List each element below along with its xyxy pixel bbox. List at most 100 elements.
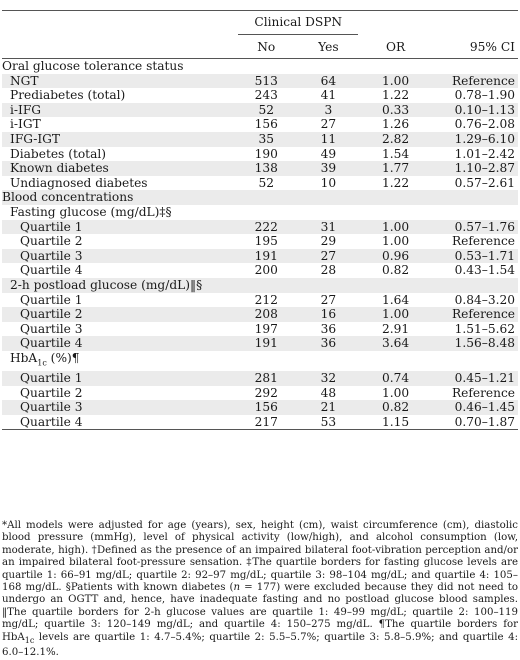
footnote-ddagger: ‡The quartile borders for fasting glucos… [2,557,518,594]
column-header-no: No [236,36,297,59]
cell-or: 1.00 [360,73,431,89]
column-header-yes: Yes [296,36,361,59]
row-label: NGT [2,73,237,89]
row-label: Blood concentrations [2,190,237,205]
cell-no: 191 [236,336,297,351]
footnote-dagger: †Defined as the presence of an impaired … [2,544,518,569]
table-row: Quartile 1 212 27 1.64 0.84–3.20 [2,293,518,308]
footnote-parallel: ‖The quartile borders for 2-h glucose va… [2,606,518,631]
row-label-suffix: (%)¶ [46,350,80,365]
row-label-text: HbA [10,350,38,365]
cell-or: 1.15 [381,414,410,429]
table-row: i-IFG 52 3 0.33 0.10–1.13 [2,102,518,118]
row-label: HbA1c (%)¶ [2,351,236,371]
cell-no: 281 [236,370,297,386]
cell-ci: 0.46–1.45 [430,400,518,415]
cell-yes [296,277,361,293]
header-row-columns: No Yes OR 95% CI [2,36,518,59]
cell-or: 1.00 [360,307,431,322]
cell-or [360,277,431,293]
table-row: Quartile 4 200 28 0.82 0.43–1.54 [2,263,518,278]
group-header: Clinical DSPN [236,14,360,36]
footnote-pilcrow-sub: 1c [24,635,35,645]
cell-or: 0.82 [381,263,410,278]
row-label: Quartile 1 [20,292,83,307]
table-row: Quartile 3 197 36 2.91 1.51–5.62 [2,322,518,337]
table-row: Quartile 2 208 16 1.00 Reference [2,307,518,322]
row-label-sub: 1c [37,358,47,368]
cell-yes: 28 [320,263,337,278]
footnote-section-post: = 177) were excluded because they did no… [2,582,518,606]
cell-no [236,59,296,74]
table-row: Prediabetes (total) 243 41 1.22 0.78–1.90 [2,88,518,103]
row-label: Prediabetes (total) [10,88,126,103]
cell-ci [431,205,518,220]
table-row: Blood concentrations [2,190,518,205]
cell-ci [431,59,518,74]
cell-yes: 64 [296,73,361,89]
cell-no: 35 [236,131,297,147]
row-label: Quartile 2 [20,385,83,400]
cell-yes: 16 [296,307,361,322]
results-table: Clinical DSPN No Yes OR 95% CI Oral gluc… [2,14,518,430]
row-label: Quartile 3 [2,248,237,264]
cell-or: 0.96 [360,248,431,264]
cell-yes: 39 [296,161,361,176]
cell-or: 1.77 [360,161,431,176]
column-header-ci: 95% CI [430,36,518,59]
table-row: IFG-IGT 35 11 2.82 1.29–6.10 [2,131,518,147]
table-row: Fasting glucose (mg/dL)‡§ [2,205,518,220]
cell-yes [296,190,361,205]
cell-no: 212 [254,292,278,307]
table-row: Quartile 4 191 36 3.64 1.56–8.48 [2,336,518,351]
cell-ci: Reference [430,73,518,89]
cell-or: 0.33 [360,102,431,118]
row-label: Quartile 2 [2,307,237,322]
cell-no [236,351,296,371]
cell-ci: 0.10–1.13 [430,102,518,118]
cell-ci: 1.29–6.10 [430,131,518,147]
top-rule [2,10,518,11]
cell-ci: 0.45–1.21 [430,370,518,386]
row-label: Quartile 3 [2,400,237,415]
cell-or: 1.64 [381,292,410,307]
cell-ci [431,351,518,371]
column-header-or: OR [360,36,431,59]
cell-yes [296,351,360,371]
cell-no: 190 [254,146,278,161]
cell-yes: 27 [320,117,337,132]
cell-no: 217 [254,414,278,429]
row-label: Known diabetes [2,161,237,176]
cell-yes: 53 [320,414,337,429]
cell-ci: 0.78–1.90 [454,88,515,103]
cell-ci: 0.70–1.87 [454,414,515,429]
table-row: Quartile 3 156 21 0.82 0.46–1.45 [2,400,518,415]
cell-no: 156 [236,400,297,415]
cell-yes: 11 [296,131,361,147]
group-header-label: Clinical DSPN [238,15,359,35]
cell-yes: 49 [320,146,337,161]
row-label: i-IGT [10,117,41,132]
cell-no: 195 [254,234,278,249]
table-row: HbA1c (%)¶ [2,351,518,371]
row-label: Quartile 4 [2,336,237,351]
cell-ci [430,277,518,293]
table-row: Quartile 2 292 48 1.00 Reference [2,386,518,401]
cell-yes: 3 [296,102,361,118]
cell-no: 200 [254,263,278,278]
cell-ci: 0.57–2.61 [454,175,515,190]
cell-or [360,190,431,205]
cell-yes: 32 [296,370,361,386]
cell-or: 1.00 [381,234,410,249]
row-label: Quartile 4 [20,414,83,429]
cell-yes: 36 [320,321,337,336]
cell-no [236,205,296,220]
cell-no: 138 [236,161,297,176]
cell-yes: 27 [296,248,361,264]
cell-no: 197 [254,321,278,336]
cell-yes: 29 [320,234,337,249]
row-label: Quartile 1 [2,219,237,235]
cell-yes: 31 [296,219,361,235]
cell-no: 52 [258,175,275,190]
cell-no: 191 [236,248,297,264]
